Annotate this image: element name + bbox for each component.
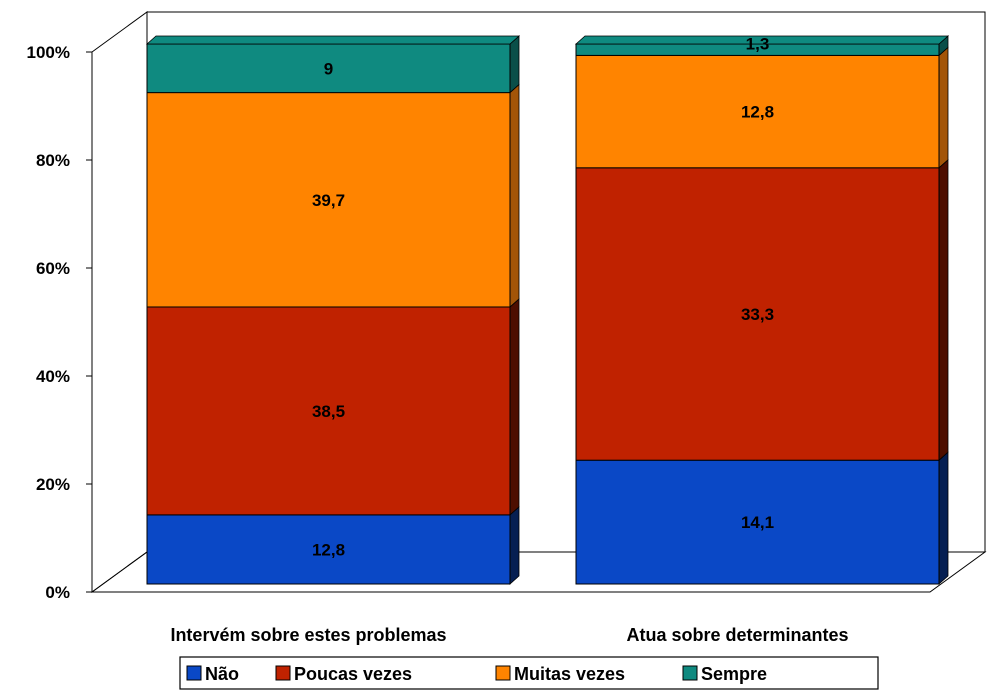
y-tick-label: 80% bbox=[36, 151, 70, 170]
data-labels: 12,8 38,5 39,7 9 14,1 33,3 12,8 1,3 bbox=[312, 35, 774, 560]
legend-swatch-muitas-vezes bbox=[495, 665, 511, 681]
bar-sempre-2-top bbox=[574, 35, 950, 45]
category-label: Atua sobre determinantes bbox=[626, 625, 848, 645]
bar-sempre-1-top bbox=[145, 35, 521, 45]
bar-muitas-vezes-2-side bbox=[938, 46, 949, 169]
legend-swatch-nao bbox=[186, 665, 202, 681]
legend: Não Poucas vezes Muitas vezes Sempre bbox=[179, 656, 879, 690]
y-tick-label: 40% bbox=[36, 367, 70, 386]
legend-label-muitas-vezes: Muitas vezes bbox=[514, 664, 625, 684]
x-axis: Intervém sobre estes problemas Atua sobre… bbox=[170, 625, 848, 645]
bar-nao-1 bbox=[146, 514, 511, 585]
side-wall bbox=[91, 11, 148, 593]
data-label: 9 bbox=[324, 59, 333, 78]
data-label: 33,3 bbox=[741, 305, 774, 324]
y-tick-label: 20% bbox=[36, 475, 70, 494]
category-label: Intervém sobre estes problemas bbox=[170, 625, 446, 645]
data-label: 38,5 bbox=[312, 402, 345, 421]
bar-poucas-vezes-2 bbox=[575, 167, 940, 461]
y-axis: 0% 20% 40% 60% 80% 100% bbox=[27, 43, 92, 602]
y-tick-label: 60% bbox=[36, 259, 70, 278]
bar-muitas-vezes-1 bbox=[146, 92, 511, 308]
bars bbox=[145, 35, 950, 585]
legend-box bbox=[179, 656, 879, 690]
y-tick-label: 0% bbox=[45, 583, 70, 602]
legend-label-nao: Não bbox=[205, 664, 239, 684]
legend-swatch-poucas-vezes bbox=[275, 665, 291, 681]
bar-muitas-vezes-2 bbox=[575, 54, 940, 169]
legend-swatch-sempre bbox=[682, 665, 698, 681]
bar-poucas-vezes-1-side bbox=[509, 298, 520, 516]
legend-label-sempre: Sempre bbox=[701, 664, 767, 684]
bar-muitas-vezes-1-side bbox=[509, 83, 520, 308]
data-label: 12,8 bbox=[312, 540, 345, 559]
y-tick-label: 100% bbox=[27, 43, 70, 62]
floor bbox=[90, 551, 987, 593]
bar-nao-1-side bbox=[509, 505, 520, 585]
data-label: 39,7 bbox=[312, 191, 345, 210]
data-label: 14,1 bbox=[741, 513, 774, 532]
legend-label-poucas-vezes: Poucas vezes bbox=[294, 664, 412, 684]
data-label: 12,8 bbox=[741, 103, 774, 122]
data-label: 1,3 bbox=[746, 35, 770, 54]
bar-nao-2-side bbox=[938, 451, 949, 585]
bar-sempre-1-side bbox=[509, 35, 520, 94]
bar-poucas-vezes-1 bbox=[146, 306, 511, 516]
bar-poucas-vezes-2-side bbox=[938, 158, 949, 462]
